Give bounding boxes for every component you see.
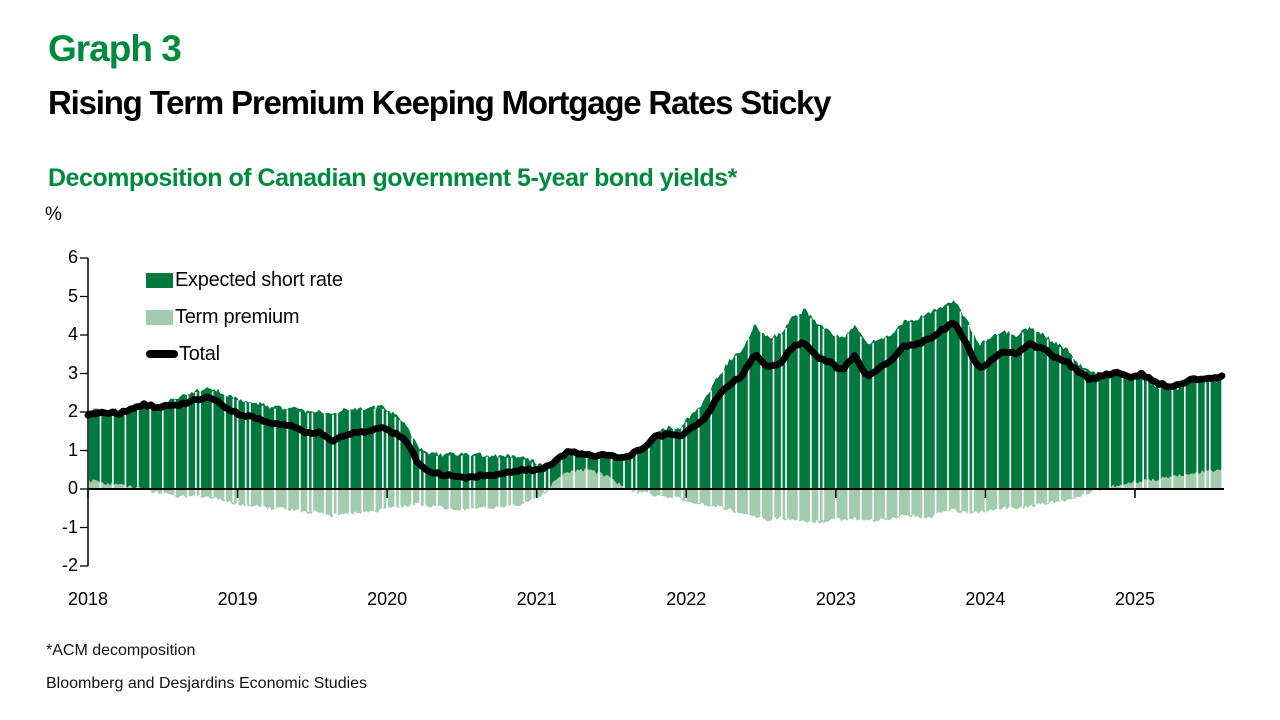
footnote-source: Bloomberg and Desjardins Economic Studie… xyxy=(46,675,368,692)
footnote-asterisk: *ACM decomposition xyxy=(46,642,196,659)
y-tick-label: -2 xyxy=(61,555,78,575)
term-premium-swatch-icon xyxy=(146,309,173,325)
legend-item-total: Total xyxy=(146,342,343,366)
x-tick-label: 2018 xyxy=(67,589,109,609)
y-tick-label: 6 xyxy=(67,247,78,267)
x-tick-label: 2025 xyxy=(1114,589,1156,609)
y-tick-label: 0 xyxy=(67,478,78,498)
x-tick-label: 2024 xyxy=(965,589,1006,609)
legend: Expected short rate Term premium Total xyxy=(146,268,343,366)
y-tick-label: -1 xyxy=(61,516,78,537)
x-tick-label: 2019 xyxy=(217,589,258,609)
expected-short-rate-swatch-icon xyxy=(146,272,173,288)
chart-title: Rising Term Premium Keeping Mortgage Rat… xyxy=(48,84,832,121)
x-tick-label: 2023 xyxy=(815,589,856,609)
legend-item-expected-short-rate: Expected short rate xyxy=(146,268,343,292)
y-tick-label: 3 xyxy=(67,362,78,383)
chart-subtitle: Decomposition of Canadian government 5-y… xyxy=(48,164,737,192)
graph-number-label: Graph 3 xyxy=(48,28,182,69)
legend-label: Expected short rate xyxy=(175,268,343,291)
legend-label: Term premium xyxy=(175,305,300,328)
y-axis-unit-label: % xyxy=(45,204,62,225)
y-tick-label: 5 xyxy=(67,285,78,306)
legend-label: Total xyxy=(179,342,220,365)
y-tick-label: 2 xyxy=(67,401,78,421)
y-tick-label: 4 xyxy=(67,324,78,344)
legend-item-term-premium: Term premium xyxy=(146,305,343,329)
total-line-icon xyxy=(146,350,178,358)
y-tick-label: 1 xyxy=(67,439,78,460)
x-tick-label: 2020 xyxy=(367,589,408,609)
x-tick-label: 2022 xyxy=(666,589,707,609)
x-tick-label: 2021 xyxy=(516,589,557,609)
